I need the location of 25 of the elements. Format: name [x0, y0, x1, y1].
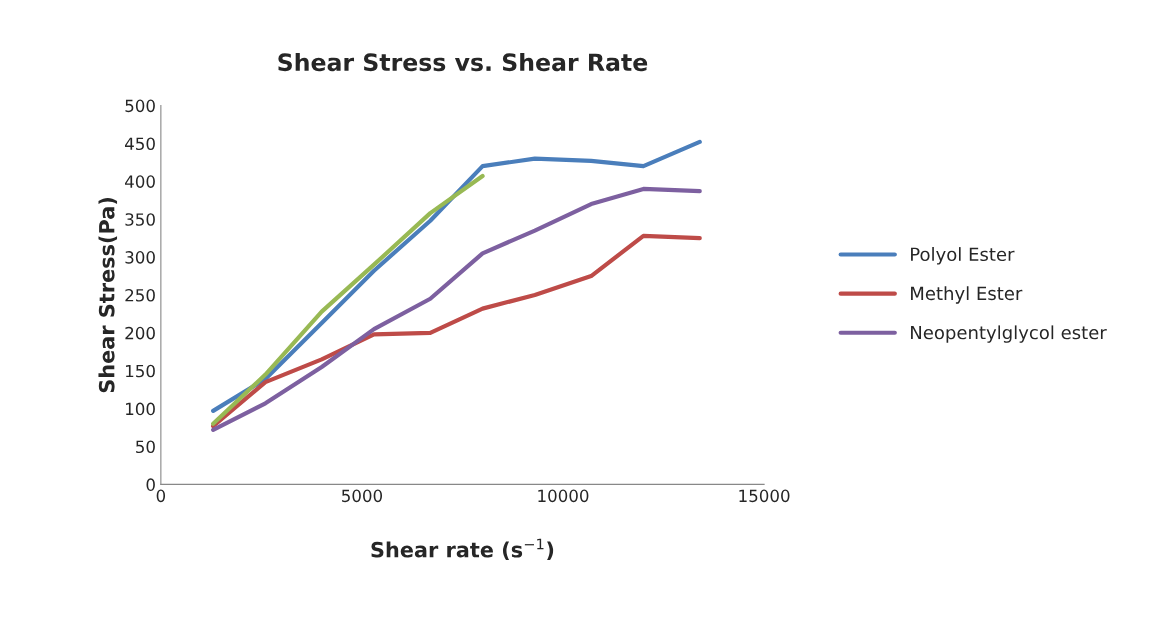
line-series	[211, 233, 702, 429]
x-tick-label: 0	[156, 489, 166, 503]
legend-label: Polyol Ester	[911, 247, 1015, 265]
legend-label: Neopentylglycol ester	[911, 325, 1107, 343]
y-tick-label: 50	[136, 440, 155, 454]
y-tick-label: 350	[125, 213, 155, 226]
x-tick-label: 10000	[538, 489, 589, 503]
x-tick-label: 5000	[342, 489, 383, 503]
y-tick-label: 300	[125, 251, 155, 264]
y-tick-label: 150	[126, 364, 155, 378]
y-tick-label: 250	[125, 288, 155, 302]
y-tick-label: 500	[125, 99, 155, 113]
y-tick-label: 400	[125, 175, 155, 188]
y-tick-label: 200	[125, 326, 155, 340]
legend-label: Methyl Ester	[911, 286, 1023, 304]
line-series	[211, 173, 485, 426]
x-tick-label: 15000	[739, 489, 790, 503]
y-tick-label: 450	[125, 137, 155, 151]
line-series	[211, 139, 702, 413]
line-series	[211, 186, 702, 432]
y-axis-title: Shear Stress(Pa)	[98, 197, 118, 393]
y-tick-label: 100	[126, 402, 155, 416]
x-axis-title: Shear rate (s$^{−1}$)	[371, 538, 554, 561]
chart-title: Shear Stress vs. Shear Rate	[278, 52, 648, 72]
y-tick-label: 0	[146, 478, 155, 491]
